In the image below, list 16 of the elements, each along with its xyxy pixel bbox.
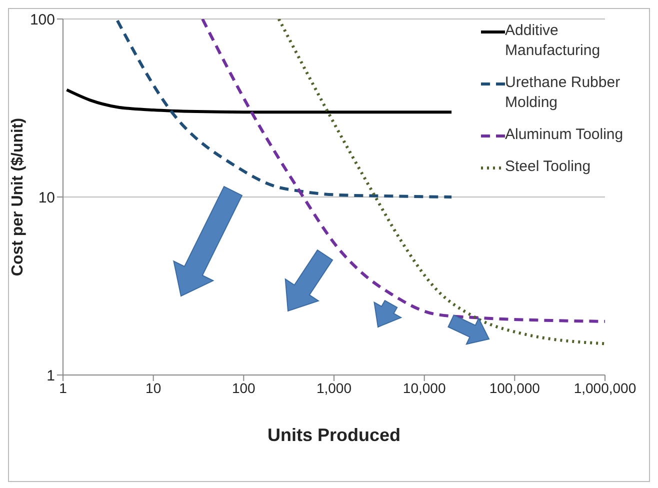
x-tick-label: 1,000,000 — [574, 380, 636, 396]
y-tick-label: 10 — [38, 189, 55, 206]
x-tick-label: 1,000 — [316, 380, 352, 396]
y-axis-title: Cost per Unit ($/unit) — [10, 118, 27, 276]
legend-label: Aluminum Tooling — [505, 125, 624, 145]
x-tick-label: 100 — [232, 380, 256, 396]
y-tick-label: 1 — [46, 367, 55, 384]
legend-label: Additive Manufacturing — [505, 21, 602, 61]
y-tick-label: 100 — [30, 11, 55, 28]
x-tick-label: 100,000 — [489, 380, 540, 396]
x-tick-label: 10,000 — [402, 380, 446, 396]
x-tick-label: 10 — [146, 380, 162, 396]
x-axis-title: Units Produced — [267, 425, 401, 445]
legend-label: Urethane Rubber Molding — [505, 73, 622, 113]
legend-label: Steel Tooling — [505, 157, 591, 177]
x-tick-label: 1 — [59, 380, 68, 396]
